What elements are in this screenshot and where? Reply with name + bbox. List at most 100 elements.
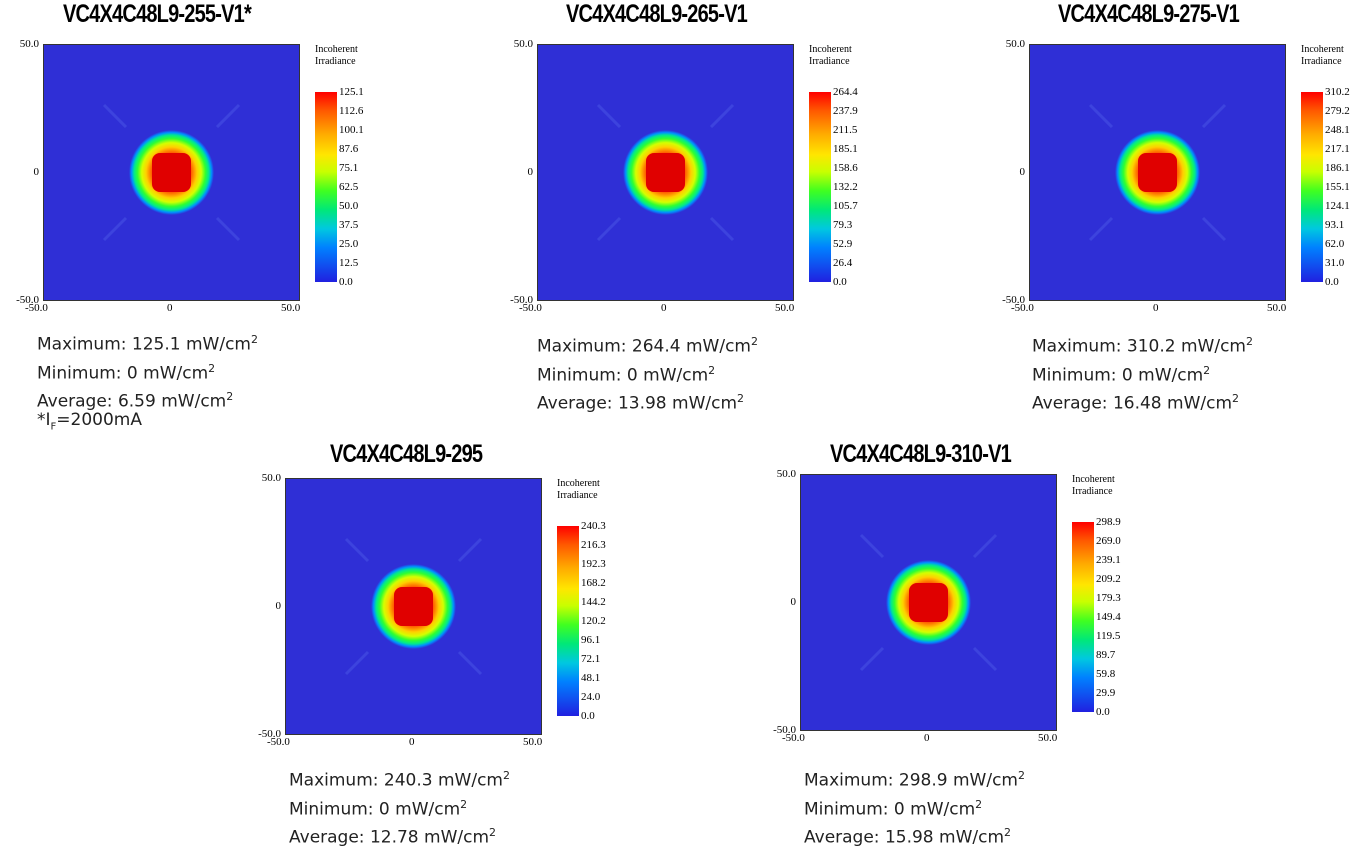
x-tick-label: 50.0 bbox=[281, 302, 301, 314]
y-tick-label: 50.0 bbox=[19, 38, 39, 50]
stats-block: Maximum: 264.4 mW/cm2 Minimum: 0 mW/cm2 Av… bbox=[537, 330, 758, 416]
x-tick-label: 50.0 bbox=[775, 302, 795, 314]
stat-unit-sup: 2 bbox=[1232, 392, 1240, 406]
y-tick-label: -50.0 bbox=[16, 294, 39, 306]
colorbar-tick-label: 105.7 bbox=[833, 200, 858, 212]
colorbar-tick-label: 216.3 bbox=[581, 539, 606, 551]
chart-title: VC4X4C48L9-265-V1 bbox=[566, 0, 748, 28]
x-tick-label: 0 bbox=[661, 302, 667, 314]
stat-label: Maximum: bbox=[289, 770, 379, 791]
irradiance-core bbox=[152, 153, 191, 192]
stat-unit-sup: 2 bbox=[751, 335, 758, 348]
colorbar-tick-label: 132.2 bbox=[833, 181, 858, 193]
stat-value: 13.98 bbox=[617, 393, 667, 414]
stat-average: Average: 16.48 mW/cm2 bbox=[1032, 387, 1253, 416]
stat-label: Average: bbox=[804, 827, 880, 848]
colorbar-tick-label: 25.0 bbox=[339, 238, 359, 250]
y-tick-label: 0 bbox=[527, 166, 534, 178]
y-tick-label: -50.0 bbox=[510, 294, 533, 306]
colorbar-tick-label: 248.1 bbox=[1325, 124, 1350, 136]
x-tick-label: 50.0 bbox=[523, 736, 543, 748]
colorbar-tick-label: 100.1 bbox=[339, 124, 364, 136]
heatmap-plot-area bbox=[800, 474, 1057, 731]
y-tick-label: 0 bbox=[790, 596, 797, 608]
legend-title-line: Incoherent bbox=[1301, 44, 1344, 55]
stat-unit: mW/cm bbox=[185, 334, 251, 355]
colorbar-tick-label: 24.0 bbox=[581, 691, 601, 703]
stat-value: 0 bbox=[893, 799, 905, 820]
colorbar-tick-label: 26.4 bbox=[833, 257, 853, 269]
stat-unit: mW/cm bbox=[395, 799, 461, 820]
stat-value: 298.9 bbox=[898, 770, 948, 791]
legend-title-line: Irradiance bbox=[1301, 56, 1342, 67]
y-tick-label: 50.0 bbox=[261, 472, 281, 484]
colorbar-tick-label: 37.5 bbox=[339, 219, 359, 231]
y-tick-label: 0 bbox=[275, 600, 282, 612]
stat-average: Average: 6.59 mW/cm2 bbox=[37, 385, 258, 414]
colorbar-tick-label: 12.5 bbox=[339, 257, 359, 269]
irradiance-core bbox=[909, 583, 948, 622]
x-tick-label: -50.0 bbox=[782, 732, 805, 744]
colorbar-tick-label: 93.1 bbox=[1325, 219, 1345, 231]
colorbar-tick-label: 0.0 bbox=[581, 710, 595, 722]
footnote: *IF=2000mA bbox=[37, 410, 142, 432]
stat-unit-sup: 2 bbox=[1018, 769, 1025, 782]
y-tick-label: -50.0 bbox=[1002, 294, 1025, 306]
colorbar-tick-label: 89.7 bbox=[1096, 649, 1116, 661]
legend-title-line: Incoherent bbox=[809, 44, 852, 55]
stat-average: Average: 13.98 mW/cm2 bbox=[537, 387, 758, 416]
colorbar-tick-label: 185.1 bbox=[833, 143, 858, 155]
chart-title: VC4X4C48L9-255-V1* bbox=[63, 0, 252, 28]
legend-title: Incoherent Irradiance bbox=[1072, 474, 1115, 498]
y-tick-label: -50.0 bbox=[773, 724, 796, 736]
colorbar-tick-label: 0.0 bbox=[833, 276, 847, 288]
stat-label: Minimum: bbox=[537, 365, 622, 386]
colorbar-tick-label: 237.9 bbox=[833, 105, 858, 117]
legend-title: Incoherent Irradiance bbox=[557, 478, 600, 502]
stat-value: 264.4 bbox=[631, 336, 681, 357]
stat-label: Maximum: bbox=[1032, 336, 1122, 357]
y-tick-label: 0 bbox=[33, 166, 40, 178]
stat-minimum: Minimum: 0 mW/cm2 bbox=[1032, 359, 1253, 388]
footnote-sub: F bbox=[50, 421, 57, 433]
colorbar-tick-label: 158.6 bbox=[833, 162, 858, 174]
stat-unit-sup: 2 bbox=[251, 333, 258, 346]
heatmap-svg bbox=[538, 45, 793, 300]
y-tick-label: 50.0 bbox=[513, 38, 533, 50]
colorbar-tick-label: 186.1 bbox=[1325, 162, 1350, 174]
irradiance-core bbox=[394, 587, 433, 626]
colorbar-tick-label: 72.1 bbox=[581, 653, 601, 665]
stat-value: 15.98 bbox=[884, 827, 934, 848]
colorbar-tick-label: 298.9 bbox=[1096, 516, 1121, 528]
chart-title: VC4X4C48L9-310-V1 bbox=[830, 440, 1012, 468]
colorbar-tick-label: 124.1 bbox=[1325, 200, 1350, 212]
stat-unit-sup: 2 bbox=[1004, 826, 1012, 840]
colorbar-tick-label: 120.2 bbox=[581, 615, 606, 627]
legend-title-line: Irradiance bbox=[1072, 486, 1113, 497]
heatmap-svg bbox=[44, 45, 299, 300]
x-tick-label: 0 bbox=[409, 736, 415, 748]
colorbar-tick-label: 31.0 bbox=[1325, 257, 1345, 269]
colorbar-tick-label: 179.3 bbox=[1096, 592, 1121, 604]
stat-value: 0 bbox=[626, 365, 638, 386]
stat-unit-sup: 2 bbox=[737, 392, 745, 406]
colorbar-tick-label: 0.0 bbox=[339, 276, 353, 288]
stat-unit-sup: 2 bbox=[489, 826, 497, 840]
stat-unit: mW/cm bbox=[424, 827, 490, 848]
legend-title-line: Incoherent bbox=[557, 478, 600, 489]
stat-unit: mW/cm bbox=[685, 336, 751, 357]
stat-value: 240.3 bbox=[383, 770, 433, 791]
colorbar-tick-label: 217.1 bbox=[1325, 143, 1350, 155]
legend-title: Incoherent Irradiance bbox=[1301, 44, 1344, 68]
stat-unit-sup: 2 bbox=[708, 363, 716, 377]
stats-block: Maximum: 298.9 mW/cm2 Minimum: 0 mW/cm2 Av… bbox=[804, 764, 1025, 850]
colorbar-tick-label: 144.2 bbox=[581, 596, 606, 608]
stat-value: 16.48 bbox=[1112, 393, 1162, 414]
y-tick-label: -50.0 bbox=[258, 728, 281, 740]
stat-label: Average: bbox=[37, 391, 113, 412]
heatmap-svg bbox=[286, 479, 541, 734]
stat-minimum: Minimum: 0 mW/cm2 bbox=[289, 793, 510, 822]
legend-title: Incoherent Irradiance bbox=[315, 44, 358, 68]
x-tick-label: 0 bbox=[167, 302, 173, 314]
colorbar-tick-label: 112.6 bbox=[339, 105, 364, 117]
